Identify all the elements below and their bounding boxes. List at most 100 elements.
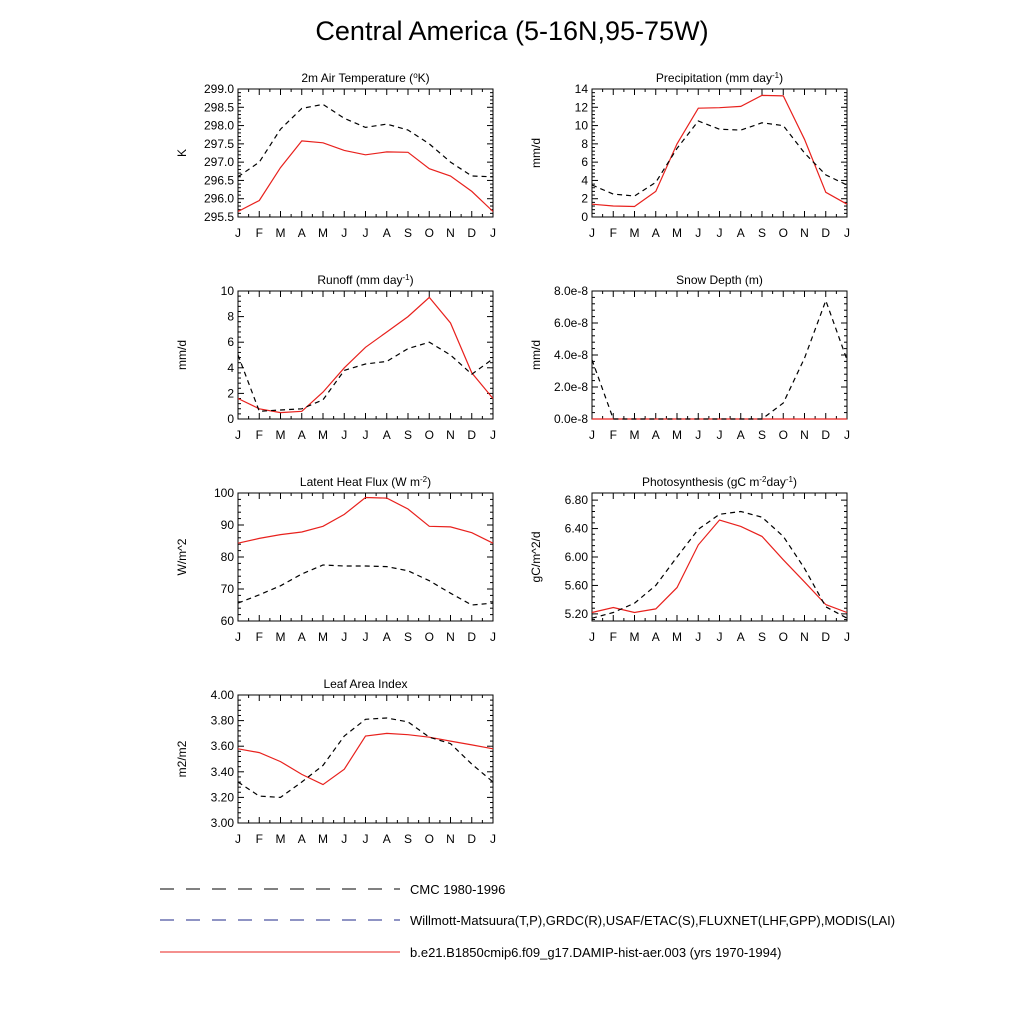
- y-tick-label: 297.5: [204, 137, 234, 151]
- y-tick-label: 0: [227, 412, 234, 426]
- y-tick-label: 60: [221, 614, 235, 628]
- y-tick-label: 295.5: [204, 210, 234, 224]
- x-tick-label: O: [425, 832, 434, 846]
- y-tick-label: 10: [221, 284, 235, 298]
- y-tick-label: 8.0e-8: [554, 284, 588, 298]
- panel-title-sup: -2: [759, 475, 767, 484]
- x-tick-label: A: [298, 226, 306, 240]
- y-tick-label: 14: [575, 82, 589, 96]
- x-tick-label: J: [341, 428, 347, 442]
- series-model-line: [591, 519, 848, 614]
- x-tick-label: A: [652, 630, 660, 644]
- y-tick-label: 296.5: [204, 173, 234, 187]
- y-tick-label: 4.00: [211, 688, 235, 702]
- x-tick-label: F: [256, 832, 263, 846]
- x-tick-label: J: [363, 630, 369, 644]
- x-tick-label: J: [235, 428, 241, 442]
- panel-title: 2m Air Temperature (oK): [301, 71, 429, 86]
- x-tick-label: M: [672, 428, 682, 442]
- x-tick-label: S: [758, 226, 766, 240]
- panel-title-tail: ): [779, 71, 783, 85]
- x-tick-label: N: [446, 226, 455, 240]
- y-tick-label: 3.00: [211, 816, 235, 830]
- y-tick-label: 6: [227, 335, 234, 349]
- x-tick-label: D: [821, 428, 830, 442]
- y-tick-label: 6.80: [565, 493, 589, 507]
- x-tick-label: M: [630, 226, 640, 240]
- y-tick-label: 5.60: [565, 578, 589, 592]
- x-tick-label: A: [737, 226, 745, 240]
- x-tick-label: D: [467, 832, 476, 846]
- x-tick-label: S: [404, 226, 412, 240]
- y-tick-label: 3.60: [211, 739, 235, 753]
- y-tick-label: 297.0: [204, 155, 234, 169]
- y-tick-label: 6.00: [565, 550, 589, 564]
- y-axis-label: mm/d: [529, 340, 543, 370]
- x-tick-label: D: [821, 630, 830, 644]
- x-tick-label: O: [425, 226, 434, 240]
- x-tick-label: F: [256, 226, 263, 240]
- panel-title-tail: ): [410, 273, 414, 287]
- y-tick-label: 100: [214, 486, 234, 500]
- plot-frame: [237, 694, 494, 824]
- x-tick-label: J: [844, 226, 850, 240]
- panel-title-main: Snow Depth (m): [676, 273, 763, 287]
- panel-title-tail: day: [767, 475, 786, 489]
- panel-title: Photosynthesis (gC m-2day-1): [642, 475, 797, 490]
- x-tick-label: D: [821, 226, 830, 240]
- x-tick-label: A: [737, 428, 745, 442]
- x-tick-label: A: [383, 630, 391, 644]
- y-tick-label: 0: [581, 210, 588, 224]
- y-tick-label: 298.5: [204, 100, 234, 114]
- panel-4: Latent Heat Flux (W m-2)J F M A M J J A S O N D J607…: [175, 475, 496, 645]
- y-axis-label: m2/m2: [175, 740, 189, 777]
- y-tick-label: 3.20: [211, 790, 235, 804]
- x-tick-label: J: [589, 226, 595, 240]
- x-tick-label: D: [467, 226, 476, 240]
- x-tick-label: O: [425, 428, 434, 442]
- panel-title-main: Leaf Area Index: [323, 677, 407, 691]
- x-tick-label: M: [630, 630, 640, 644]
- x-tick-label: M: [672, 630, 682, 644]
- y-axis-label: mm/d: [529, 138, 543, 168]
- series-obs-line: [591, 120, 848, 197]
- panel-title-main: 2m Air Temperature (: [301, 71, 413, 85]
- x-tick-label: N: [446, 832, 455, 846]
- x-tick-label: J: [235, 226, 241, 240]
- plot-frame: [237, 290, 494, 420]
- x-tick-label: S: [404, 832, 412, 846]
- y-tick-label: 4: [581, 173, 588, 187]
- figure-title: Central America (5-16N,95-75W): [315, 16, 709, 46]
- panel-3: Snow Depth (m)J F M A M J J A S O N D J0.0e-82.0e-84…: [529, 273, 850, 442]
- series-obs-line: [237, 341, 494, 412]
- legend: CMC 1980-1996 Willmott-Matsuura(T,P),GRDC…: [160, 882, 895, 960]
- x-tick-label: N: [800, 630, 809, 644]
- x-tick-label: D: [467, 630, 476, 644]
- panel-title-main: Runoff (mm day: [317, 273, 402, 287]
- x-tick-label: M: [318, 832, 328, 846]
- panel-title: Snow Depth (m): [676, 273, 763, 287]
- series-model-line: [237, 496, 494, 544]
- y-axis-label: gC/m^2/d: [529, 532, 543, 583]
- x-tick-label: S: [404, 630, 412, 644]
- x-tick-label: N: [446, 428, 455, 442]
- panel-2: Runoff (mm day-1)J F M A M J J A S O N D J0246810mm/…: [175, 273, 496, 443]
- series-model-line: [237, 140, 494, 213]
- y-tick-label: 296.0: [204, 192, 234, 206]
- y-tick-label: 298.0: [204, 119, 234, 133]
- panel-5: Photosynthesis (gC m-2day-1)J F M A M J J A S O N D…: [529, 475, 850, 645]
- panel-title: Precipitation (mm day-1): [656, 71, 783, 86]
- x-tick-label: A: [298, 832, 306, 846]
- x-tick-label: O: [779, 630, 788, 644]
- y-axis-label: K: [175, 149, 189, 157]
- x-tick-label: J: [341, 226, 347, 240]
- y-tick-label: 5.20: [565, 607, 589, 621]
- panel-title-sup2: -1: [786, 475, 794, 484]
- x-tick-label: S: [758, 630, 766, 644]
- y-tick-label: 299.0: [204, 82, 234, 96]
- panel-title-tail2: ): [793, 475, 797, 489]
- x-tick-label: J: [717, 630, 723, 644]
- series-obs-line: [591, 510, 848, 619]
- y-tick-label: 4.0e-8: [554, 348, 588, 362]
